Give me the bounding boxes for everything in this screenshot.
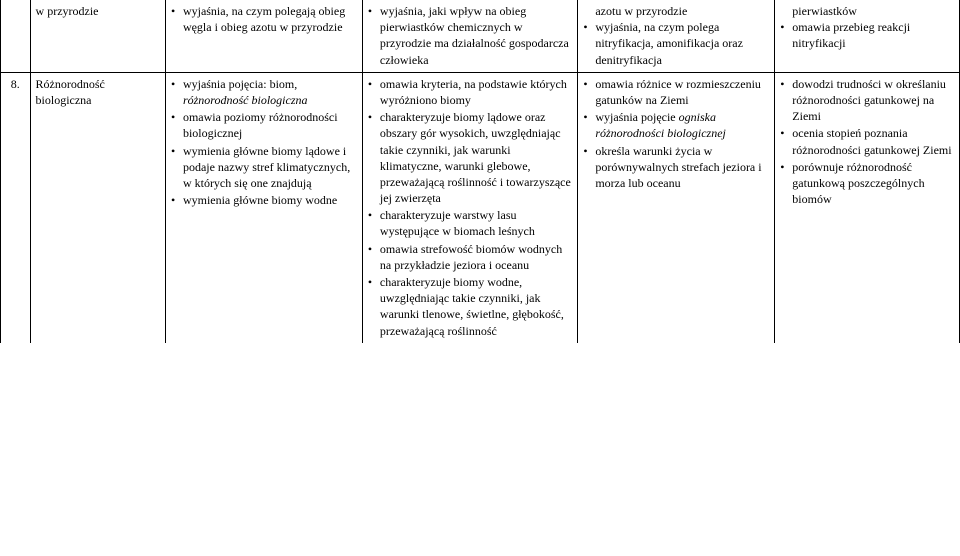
list-item: charakteryzuje biomy wodne, uwzględniają… — [380, 274, 572, 339]
italic-term: ogniska różnorodności biologicznej — [595, 110, 726, 140]
continuation-text: azotu w przyrodzie — [583, 3, 769, 19]
item-text: porównuje różnorodność gatunkową poszcze… — [792, 160, 924, 206]
item-text: wymienia główne biomy wodne — [183, 193, 337, 207]
list-item: wyjaśnia, na czym polega nitryfikacja, a… — [595, 19, 769, 68]
item-text: charakteryzuje biomy wodne, uwzględniają… — [380, 275, 564, 338]
bullet-list: wyjaśnia pojęcia: biom, różnorodność bio… — [171, 76, 357, 209]
cell-col3: azotu w przyrodzie wyjaśnia, na czym pol… — [578, 0, 775, 72]
page-root: w przyrodzie wyjaśnia, na czym polegają … — [0, 0, 960, 556]
bullet-list: dowodzi trudności w określaniu różnorodn… — [780, 76, 954, 208]
item-text: charakteryzuje warstwy lasu występujące … — [380, 208, 535, 238]
cell-topic: Różnorodność biologiczna — [30, 72, 165, 343]
list-item: wymienia główne biomy wodne — [183, 192, 357, 208]
item-text: omawia strefowość biomów wodnych na przy… — [380, 242, 562, 272]
topic-text: w przyrodzie — [36, 4, 99, 18]
list-item: omawia różnice w rozmieszczeniu gatunków… — [595, 76, 769, 108]
item-text: wyjaśnia pojęcie ogniska różnorodności b… — [595, 110, 726, 140]
row-number: 8. — [11, 77, 20, 91]
table-row: w przyrodzie wyjaśnia, na czym polegają … — [1, 0, 960, 72]
cell-col1: wyjaśnia pojęcia: biom, różnorodność bio… — [165, 72, 362, 343]
list-item: wyjaśnia, na czym polegają obieg węgla i… — [183, 3, 357, 35]
curriculum-table: w przyrodzie wyjaśnia, na czym polegają … — [0, 0, 960, 343]
cell-num — [1, 0, 31, 72]
item-text: wymienia główne biomy lądowe i podaje na… — [183, 144, 350, 190]
topic-text: Różnorodność biologiczna — [36, 77, 105, 107]
cell-col4: pierwiastków omawia przebieg reakcji nit… — [775, 0, 960, 72]
item-text: omawia różnice w rozmieszczeniu gatunków… — [595, 77, 761, 107]
cell-topic: w przyrodzie — [30, 0, 165, 72]
cell-col4: dowodzi trudności w określaniu różnorodn… — [775, 72, 960, 343]
bullet-list: omawia przebieg reakcji nitryfikacji — [780, 19, 954, 51]
item-text: ocenia stopień poznania różnorodności ga… — [792, 126, 951, 156]
list-item: wyjaśnia, jaki wpływ na obieg pierwiastk… — [380, 3, 572, 68]
item-text: omawia poziomy różnorodności biologiczne… — [183, 110, 338, 140]
bullet-list: wyjaśnia, jaki wpływ na obieg pierwiastk… — [368, 3, 572, 68]
cell-col3: omawia różnice w rozmieszczeniu gatunków… — [578, 72, 775, 343]
item-text: wyjaśnia, na czym polega nitryfikacja, a… — [595, 20, 743, 66]
list-item: charakteryzuje warstwy lasu występujące … — [380, 207, 572, 239]
list-item: dowodzi trudności w określaniu różnorodn… — [792, 76, 954, 125]
item-text: dowodzi trudności w określaniu różnorodn… — [792, 77, 946, 123]
list-item: porównuje różnorodność gatunkową poszcze… — [792, 159, 954, 208]
item-text: wyjaśnia, jaki wpływ na obieg pierwiastk… — [380, 4, 569, 67]
list-item: omawia strefowość biomów wodnych na przy… — [380, 241, 572, 273]
item-text: omawia przebieg reakcji nitryfikacji — [792, 20, 910, 50]
cell-col2: omawia kryteria, na podstawie których wy… — [362, 72, 577, 343]
cell-col2: wyjaśnia, jaki wpływ na obieg pierwiastk… — [362, 0, 577, 72]
list-item: charakteryzuje biomy lądowe oraz obszary… — [380, 109, 572, 206]
list-item: wyjaśnia pojęcia: biom, różnorodność bio… — [183, 76, 357, 108]
list-item: omawia przebieg reakcji nitryfikacji — [792, 19, 954, 51]
bullet-list: wyjaśnia, na czym polegają obieg węgla i… — [171, 3, 357, 35]
cell-num: 8. — [1, 72, 31, 343]
list-item: omawia kryteria, na podstawie których wy… — [380, 76, 572, 108]
list-item: wymienia główne biomy lądowe i podaje na… — [183, 143, 357, 192]
item-text: charakteryzuje biomy lądowe oraz obszary… — [380, 110, 571, 205]
bullet-list: omawia różnice w rozmieszczeniu gatunków… — [583, 76, 769, 191]
item-text: omawia kryteria, na podstawie których wy… — [380, 77, 567, 107]
italic-term: różnorodność biologiczna — [183, 93, 308, 107]
list-item: ocenia stopień poznania różnorodności ga… — [792, 125, 954, 157]
continuation-text: pierwiastków — [780, 3, 954, 19]
cell-col1: wyjaśnia, na czym polegają obieg węgla i… — [165, 0, 362, 72]
list-item: wyjaśnia pojęcie ogniska różnorodności b… — [595, 109, 769, 141]
item-text: określa warunki życia w porównywalnych s… — [595, 144, 761, 190]
item-text: wyjaśnia, na czym polegają obieg węgla i… — [183, 4, 345, 34]
item-text: wyjaśnia pojęcia: biom, różnorodność bio… — [183, 77, 308, 107]
bullet-list: omawia kryteria, na podstawie których wy… — [368, 76, 572, 339]
table-row: 8. Różnorodność biologiczna wyjaśnia poj… — [1, 72, 960, 343]
list-item: omawia poziomy różnorodności biologiczne… — [183, 109, 357, 141]
bullet-list: wyjaśnia, na czym polega nitryfikacja, a… — [583, 19, 769, 68]
list-item: określa warunki życia w porównywalnych s… — [595, 143, 769, 192]
